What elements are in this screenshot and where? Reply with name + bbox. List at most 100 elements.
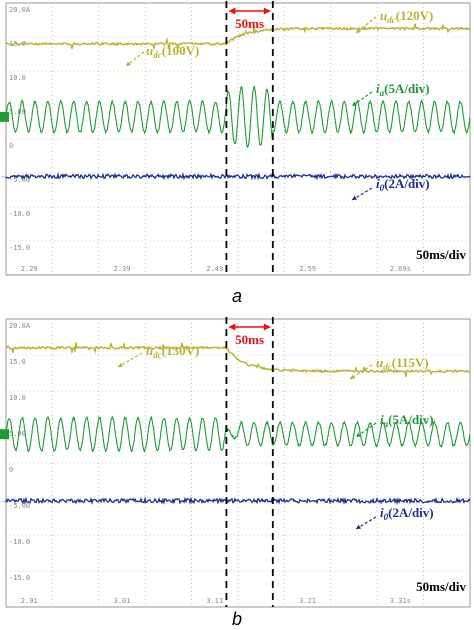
x-tick-label: 3.21 xyxy=(299,597,316,605)
x-tick-label: 3.11 xyxy=(206,597,223,605)
label-i0-arrowhead xyxy=(352,195,357,200)
timebase-label: 50ms/div xyxy=(416,579,466,594)
oscilloscope-panel-b: 20.0A 15.0 10.0 5.00 0 -5.00 -10.0 -15.0 2.91 3.0… xyxy=(0,313,474,613)
label-ia: ia(5A/div) xyxy=(351,81,430,107)
label-udc-before: udc(130V) xyxy=(117,343,199,368)
ia-trace xyxy=(5,415,471,453)
label-value: (120V) xyxy=(396,8,434,23)
label-subscript: a xyxy=(384,419,389,429)
label-symbol: i xyxy=(380,412,384,427)
label-value: (2A/div) xyxy=(384,176,430,191)
label-subscript: a xyxy=(380,88,385,98)
interval-arrow-right xyxy=(263,323,271,331)
channel-marker-ia xyxy=(0,111,9,122)
label-subscript: dc xyxy=(383,362,392,372)
interval-label: 50ms xyxy=(235,332,264,347)
label-i0-text: i0(2A/div) xyxy=(380,505,434,522)
channel-marker-ia xyxy=(0,429,9,440)
interval-arrow-right xyxy=(263,7,271,15)
label-subscript: dc xyxy=(153,350,162,360)
label-udc-before-text: udc(130V) xyxy=(146,343,199,360)
y-tick-label: -5.00 xyxy=(9,176,30,184)
caption-a: a xyxy=(231,286,242,306)
y-tick-label: 15.0 xyxy=(9,358,26,366)
label-udc-before-arrow xyxy=(125,51,145,67)
label-subscript: 0 xyxy=(384,512,389,522)
udc-trace xyxy=(5,341,471,378)
label-subscript: dc xyxy=(387,15,396,25)
x-tick-label: 2.69s xyxy=(390,265,411,273)
label-udc-after-arrowhead xyxy=(350,374,355,379)
interval-arrow-left xyxy=(228,323,236,331)
label-udc-after: udc(120V) xyxy=(355,8,433,34)
label-i0-arrow xyxy=(351,187,373,201)
label-symbol: i xyxy=(376,81,380,96)
label-value: (5A/div) xyxy=(388,412,434,427)
label-ia-arrowhead xyxy=(352,101,357,106)
y-tick-label: 5.00 xyxy=(9,430,26,438)
label-symbol: i xyxy=(376,176,380,191)
label-i0-arrowhead xyxy=(356,524,361,529)
label-subscript: dc xyxy=(153,50,162,60)
label-value: (100V) xyxy=(162,43,200,58)
y-tick-label: -10.0 xyxy=(9,538,30,546)
label-value: (5A/div) xyxy=(384,81,430,96)
y-tick-label: -15.0 xyxy=(9,574,30,582)
label-udc-after-text: udc(120V) xyxy=(380,8,433,25)
i0-trace xyxy=(5,172,471,181)
y-tick-label: 10.0 xyxy=(9,74,26,82)
label-udc-after-text: udc(115V) xyxy=(376,355,429,372)
y-tick-label: -10.0 xyxy=(9,210,30,218)
interval-arrow-left xyxy=(228,7,236,15)
label-value: (130V) xyxy=(162,343,200,358)
scope-chart-b: 20.0A 15.0 10.0 5.00 0 -5.00 -10.0 -15.0 2.91 3.0… xyxy=(0,317,471,608)
y-tick-label: 20.0A xyxy=(9,322,31,330)
label-udc-before-arrowhead xyxy=(126,61,131,66)
label-udc-after-arrowhead xyxy=(356,28,361,33)
y-tick-label: 0 xyxy=(9,466,13,474)
label-i0-arrow xyxy=(355,516,377,530)
x-tick-label: 2.29 xyxy=(21,265,38,273)
caption-b: b xyxy=(231,609,242,629)
label-subscript: 0 xyxy=(380,183,385,193)
oscilloscope-panel-a: 20.0A 15.0 10.0 5.00 0 -5.00 -10.0 -15.0 2.29 2.3… xyxy=(0,0,474,285)
x-tick-label: 3.01 xyxy=(114,597,131,605)
label-value: (2A/div) xyxy=(388,505,434,520)
label-symbol: u xyxy=(380,8,387,23)
label-symbol: i xyxy=(380,505,384,520)
y-tick-label: 5.00 xyxy=(9,108,26,116)
label-udc-before-arrowhead xyxy=(118,362,123,367)
interval-label: 50ms xyxy=(235,16,264,31)
udc-trace xyxy=(5,23,471,50)
channel-marker-i0: ⇢ xyxy=(1,497,8,506)
label-symbol: u xyxy=(146,43,153,58)
label-ia-text: ia(5A/div) xyxy=(380,412,434,429)
x-tick-label: 2.49 xyxy=(206,265,223,273)
y-tick-label: -15.0 xyxy=(9,244,30,252)
label-symbol: u xyxy=(376,355,383,370)
label-udc-after: udc(115V) xyxy=(349,355,429,380)
y-tick-label: 20.0A xyxy=(9,6,31,14)
label-symbol: u xyxy=(146,343,153,358)
label-udc-before: udc(100V) xyxy=(125,43,199,67)
ia-trace xyxy=(5,85,471,149)
label-i0: i0(2A/div) xyxy=(355,505,434,530)
label-ia-text: ia(5A/div) xyxy=(376,81,430,98)
label-ia-arrowhead xyxy=(356,432,361,437)
timebase-label: 50ms/div xyxy=(416,247,466,262)
label-i0-text: i0(2A/div) xyxy=(376,176,430,193)
label-i0: i0(2A/div) xyxy=(351,176,430,201)
y-tick-label: 0 xyxy=(9,142,13,150)
label-ia: ia(5A/div) xyxy=(355,412,434,438)
x-tick-label: 2.91 xyxy=(21,597,38,605)
i0-trace xyxy=(5,496,471,506)
x-tick-label: 2.59 xyxy=(299,265,316,273)
y-tick-label: 10.0 xyxy=(9,394,26,402)
channel-marker-i0: ⇢ xyxy=(1,172,8,181)
label-udc-before-text: udc(100V) xyxy=(146,43,199,60)
y-tick-label: -5.00 xyxy=(9,502,30,510)
x-tick-label: 3.31s xyxy=(390,597,411,605)
label-value: (115V) xyxy=(392,355,429,370)
x-tick-label: 2.39 xyxy=(114,265,131,273)
